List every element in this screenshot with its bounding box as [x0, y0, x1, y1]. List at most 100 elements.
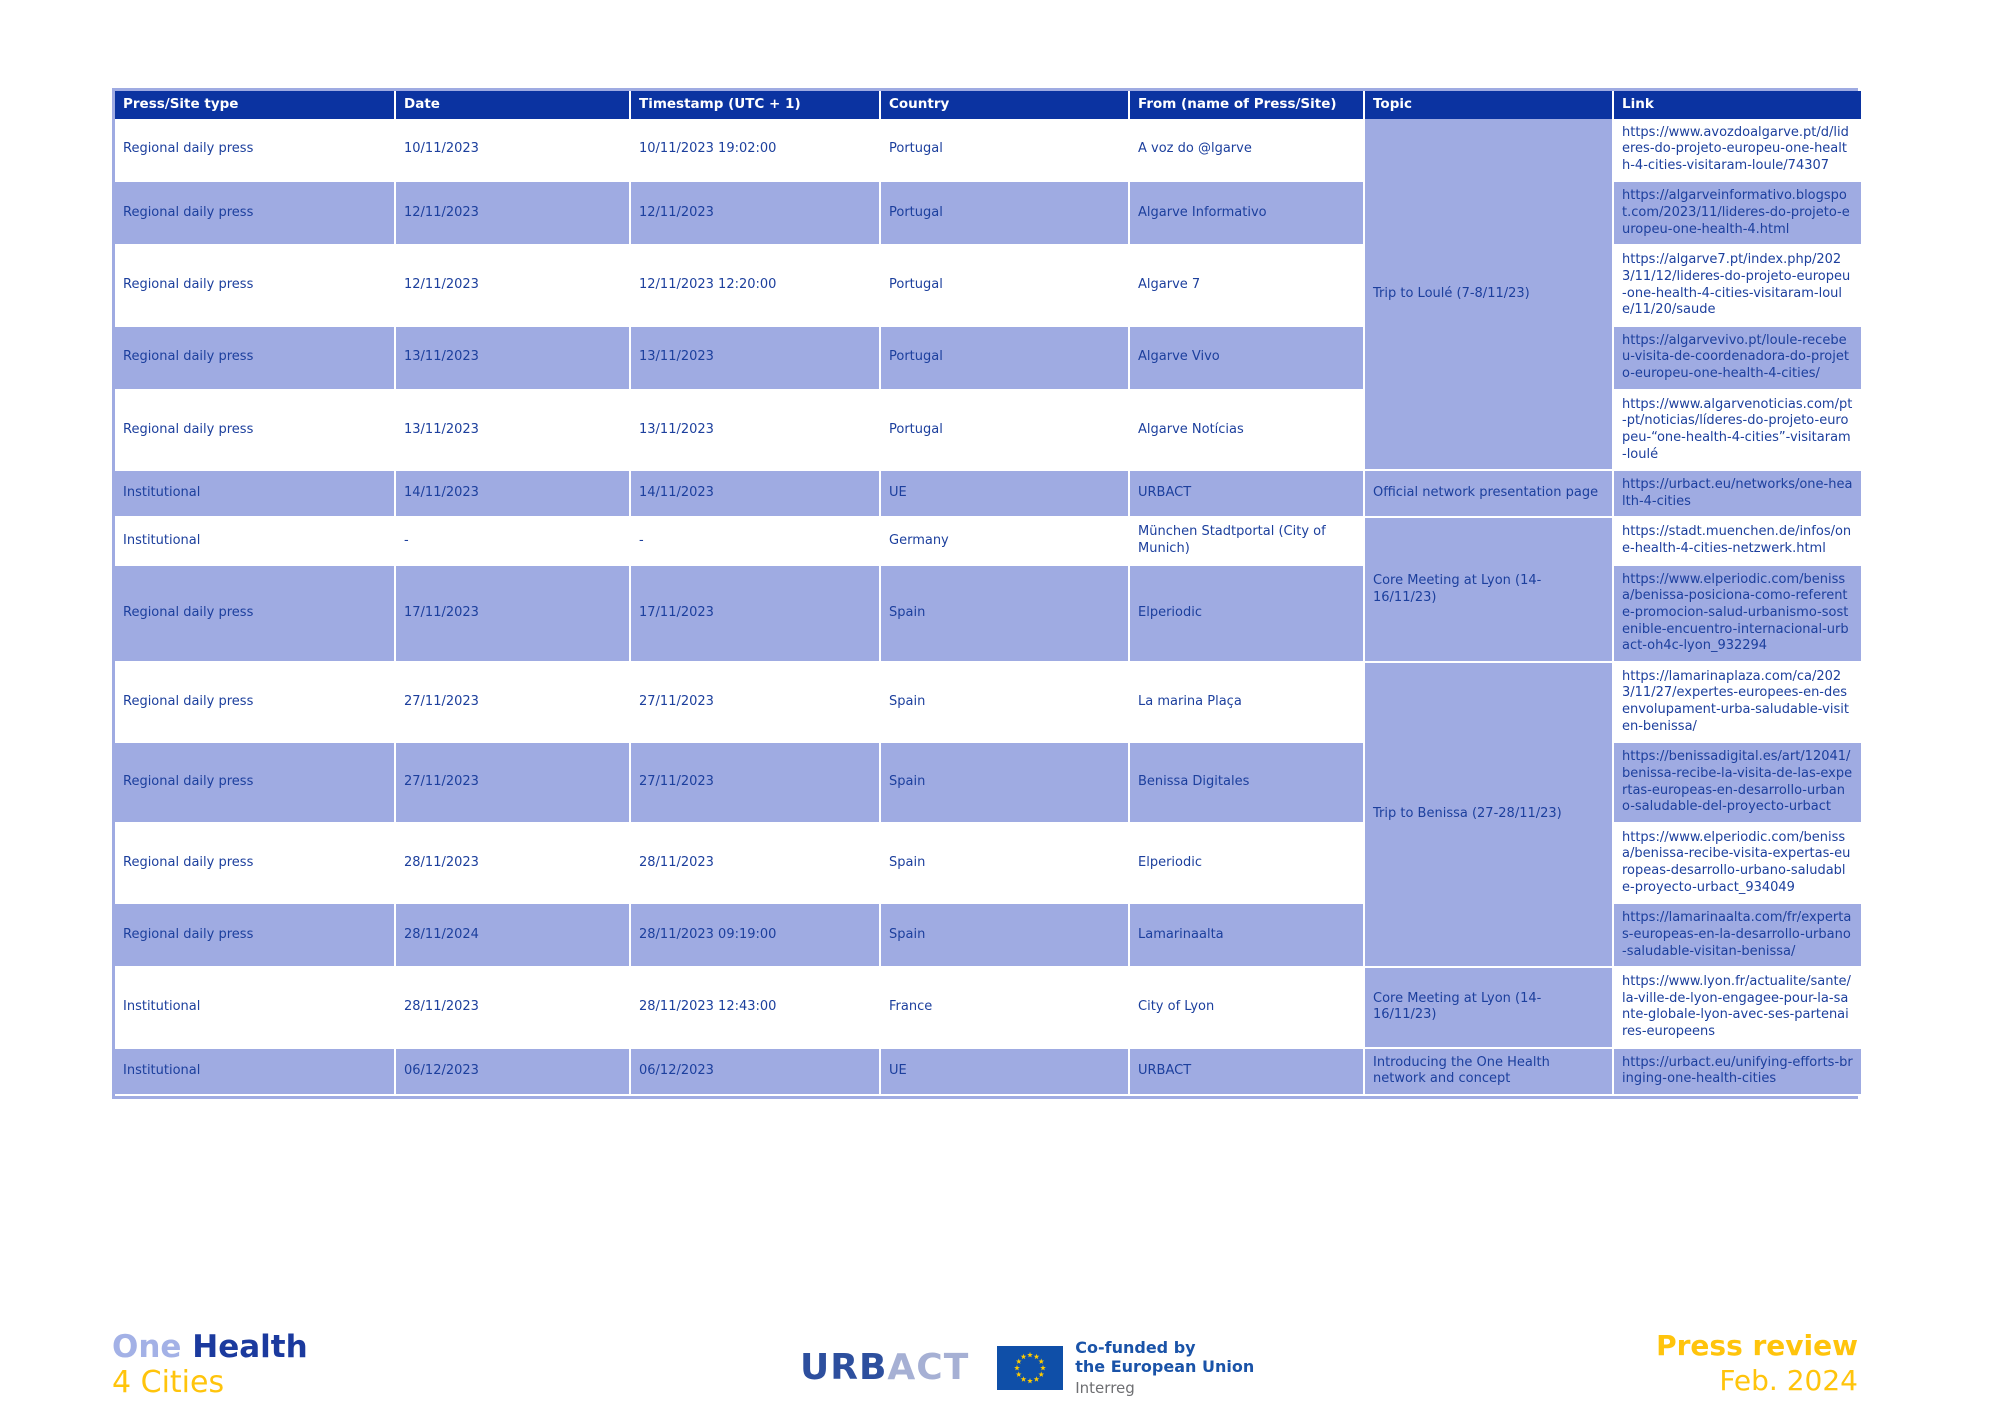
link-cell: https://stadt.muenchen.de/infos/one-heal…: [1613, 517, 1861, 566]
from-cell: Elperiodic: [1129, 564, 1365, 663]
link-cell: https://www.elperiodic.com/benissa/benis…: [1613, 564, 1861, 663]
urbact-logo-urb: URB: [800, 1347, 888, 1389]
column-header: From (name of Press/Site): [1129, 91, 1365, 119]
from-cell: Algarve 7: [1129, 245, 1365, 327]
from-cell: Elperiodic: [1129, 822, 1365, 905]
table-row: Institutional 28/11/2023 28/11/2023 12:43:…: [115, 967, 1861, 1049]
date-cell: 28/11/2023: [395, 967, 631, 1049]
from-cell: City of Lyon: [1129, 967, 1365, 1049]
link-url[interactable]: https://www.lyon.fr/actualite/sante/la-v…: [1622, 974, 1851, 1040]
date-cell: 13/11/2023: [395, 389, 631, 472]
press-review-title-block: Press review Feb. 2024: [1656, 1328, 1858, 1398]
type-cell: Regional daily press: [115, 564, 396, 663]
timestamp-cell: 06/12/2023: [630, 1047, 881, 1096]
from-cell: München Stadtportal (City of Munich): [1129, 517, 1365, 566]
timestamp-cell: 12/11/2023 12:20:00: [630, 245, 881, 327]
table-row: Institutional 06/12/2023 06/12/2023 UE URBAC…: [115, 1047, 1861, 1096]
table-row: Regional daily press 13/11/2023 13/11/2023…: [115, 389, 1861, 472]
date-cell: 28/11/2023: [395, 822, 631, 905]
topic-cell: Introducing the One Health network and c…: [1364, 1047, 1614, 1096]
link-url[interactable]: https://algarve7.pt/index.php/2023/11/12…: [1622, 252, 1851, 318]
link-cell: https://lamarinaplaza.com/ca/2023/11/27/…: [1613, 661, 1861, 744]
funding-logos: URBACT Co-funded by the European U: [800, 1338, 1254, 1397]
timestamp-cell: 13/11/2023: [630, 325, 881, 391]
link-url[interactable]: https://algarvevivo.pt/loule-recebeu-vis…: [1622, 332, 1849, 382]
press-review-table-container: Press/Site type Date Timestamp (UTC + 1) Co…: [112, 88, 1861, 1099]
column-header: Timestamp (UTC + 1): [630, 91, 881, 119]
table-header: Press/Site type Date Timestamp (UTC + 1) Co…: [115, 91, 1861, 119]
link-cell: https://algarve7.pt/index.php/2023/11/12…: [1613, 245, 1861, 327]
table-row: Regional daily press 28/11/2023 28/11/2023…: [115, 822, 1861, 905]
cofunded-line1: Co-funded by: [1075, 1338, 1196, 1357]
link-url[interactable]: https://urbact.eu/unifying-efforts-bring…: [1622, 1054, 1853, 1087]
table-body: Regional daily press 10/11/2023 10/11/2023…: [115, 118, 1861, 1096]
table-row: Regional daily press 13/11/2023 13/11/2023…: [115, 325, 1861, 391]
cofunded-line2: the European Union: [1075, 1357, 1255, 1377]
link-url[interactable]: https://www.avozdoalgarve.pt/d/lideres-d…: [1622, 124, 1849, 173]
country-cell: UE: [880, 1047, 1130, 1096]
country-cell: Portugal: [880, 181, 1130, 247]
type-cell: Institutional: [115, 967, 396, 1049]
link-cell: https://lamarinaalta.com/fr/expertas-eur…: [1613, 903, 1861, 969]
link-url[interactable]: https://algarveinformativo.blogspot.com/…: [1622, 188, 1850, 237]
link-url[interactable]: https://stadt.muenchen.de/infos/one-heal…: [1622, 524, 1852, 557]
topic-cell: Core Meeting at Lyon (14-16/11/23): [1364, 517, 1614, 663]
link-url[interactable]: https://lamarinaalta.com/fr/expertas-eur…: [1622, 910, 1852, 959]
country-cell: Portugal: [880, 325, 1130, 391]
timestamp-cell: 27/11/2023: [630, 742, 881, 824]
table-row: Regional daily press 17/11/2023 17/11/2023…: [115, 564, 1861, 663]
page-footer: One Health 4 Cities URBACT: [0, 1322, 2000, 1414]
table-row: Regional daily press 12/11/2023 12/11/2023…: [115, 245, 1861, 327]
country-cell: UE: [880, 470, 1130, 519]
topic-cell: Trip to Benissa (27-28/11/23): [1364, 661, 1614, 969]
link-url[interactable]: https://www.algarvenoticias.com/pt-pt/no…: [1622, 396, 1853, 462]
country-cell: Spain: [880, 903, 1130, 969]
timestamp-cell: 17/11/2023: [630, 564, 881, 663]
from-cell: Benissa Digitales: [1129, 742, 1365, 824]
table-row: Institutional 14/11/2023 14/11/2023 UE URBAC…: [115, 470, 1861, 519]
link-url[interactable]: https://lamarinaplaza.com/ca/2023/11/27/…: [1622, 668, 1849, 734]
table-row: Regional daily press 10/11/2023 10/11/2023…: [115, 118, 1861, 472]
press-review-title: Press review: [1656, 1329, 1858, 1362]
timestamp-cell: 10/11/2023 19:02:00: [630, 118, 881, 183]
date-cell: 28/11/2024: [395, 903, 631, 969]
country-cell: Spain: [880, 742, 1130, 824]
logo-4-cities: 4 Cities: [112, 1365, 225, 1401]
date-cell: 27/11/2023: [395, 661, 631, 744]
country-cell: Spain: [880, 822, 1130, 905]
eu-cofunded-block: Co-funded by the European Union Interreg: [997, 1338, 1254, 1397]
country-cell: Spain: [880, 564, 1130, 663]
timestamp-cell: 14/11/2023: [630, 470, 881, 519]
eu-cofunded-text: Co-funded by the European Union Interreg: [1075, 1338, 1254, 1397]
link-cell: https://www.algarvenoticias.com/pt-pt/no…: [1613, 389, 1861, 472]
country-cell: Portugal: [880, 245, 1130, 327]
column-header: Press/Site type: [115, 91, 396, 119]
table-row: Regional daily press 12/11/2023 12/11/2023…: [115, 181, 1861, 247]
date-cell: 06/12/2023: [395, 1047, 631, 1096]
link-url[interactable]: https://www.elperiodic.com/benissa/benis…: [1622, 571, 1849, 654]
country-cell: Germany: [880, 517, 1130, 566]
link-cell: https://www.lyon.fr/actualite/sante/la-v…: [1613, 967, 1861, 1049]
column-header: Link: [1613, 91, 1861, 119]
one-health-4-cities-logo: One Health 4 Cities: [112, 1330, 308, 1399]
type-cell: Regional daily press: [115, 661, 396, 744]
header-row: Press/Site type Date Timestamp (UTC + 1) Co…: [115, 91, 1861, 119]
topic-cell: Official network presentation page: [1364, 470, 1614, 519]
column-header: Country: [880, 91, 1130, 119]
column-header: Date: [395, 91, 631, 119]
logo-health: Health: [192, 1329, 308, 1365]
from-cell: Algarve Informativo: [1129, 181, 1365, 247]
type-cell: Regional daily press: [115, 903, 396, 969]
date-cell: 14/11/2023: [395, 470, 631, 519]
link-url[interactable]: https://urbact.eu/networks/one-health-4-…: [1622, 477, 1853, 509]
from-cell: URBACT: [1129, 1047, 1365, 1096]
date-cell: 10/11/2023: [395, 118, 631, 183]
link-url[interactable]: https://benissadigital.es/art/12041/beni…: [1622, 749, 1853, 815]
urbact-logo-act: ACT: [887, 1347, 970, 1389]
from-cell: La marina Plaça: [1129, 661, 1365, 744]
timestamp-cell: -: [630, 517, 881, 566]
link-url[interactable]: https://www.elperiodic.com/benissa/benis…: [1622, 829, 1851, 895]
link-cell: https://algarveinformativo.blogspot.com/…: [1613, 181, 1861, 247]
country-cell: Portugal: [880, 389, 1130, 472]
